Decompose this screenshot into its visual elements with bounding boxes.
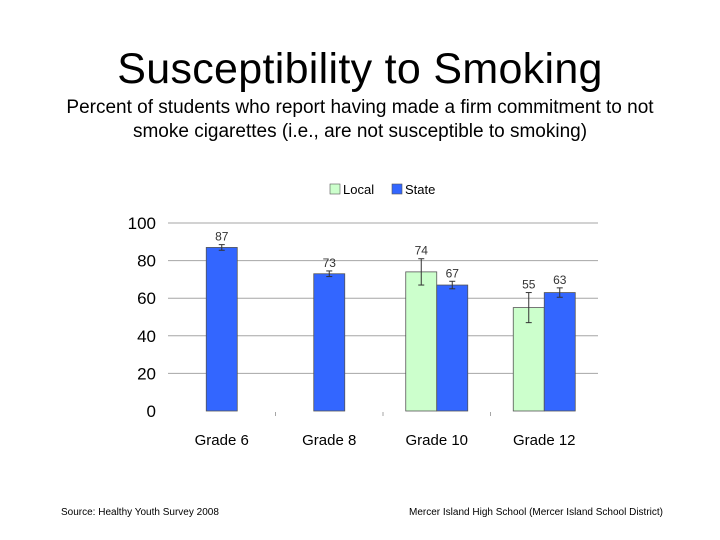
x-tick-label: Grade 12 [513,432,576,449]
data-label: 67 [446,266,460,280]
legend-label-state: State [405,182,435,197]
bar-state [543,292,576,412]
y-tick-label: 80 [137,252,156,271]
chart-title: Susceptibility to Smoking [117,45,603,93]
y-tick-label: 20 [137,364,156,383]
bar-state [313,273,346,412]
data-label: 87 [215,230,229,244]
legend-swatch-local [329,183,341,195]
x-tick-label: Grade 6 [195,432,249,449]
legend-label-local: Local [343,182,374,197]
source-note: Source: Healthy Youth Survey 2008 [61,507,219,518]
bar-state [436,284,469,412]
legend-swatch-state [391,183,403,195]
x-tick-label: Grade 10 [405,432,468,449]
bar-state [205,247,238,412]
y-tick-label: 100 [128,214,156,233]
data-label: 73 [323,256,337,270]
bar-local [512,307,545,412]
data-label: 55 [522,278,536,292]
chart-subtitle: Percent of students who report having ma… [66,97,654,142]
y-tick-label: 0 [147,402,156,421]
y-tick-label: 40 [137,327,156,346]
x-tick-label: Grade 8 [302,432,356,449]
data-label: 63 [553,273,567,287]
credit-note: Mercer Island High School (Mercer Island… [409,507,663,518]
data-label: 74 [415,244,429,258]
y-tick-label: 60 [137,289,156,308]
bar-local [405,271,438,412]
